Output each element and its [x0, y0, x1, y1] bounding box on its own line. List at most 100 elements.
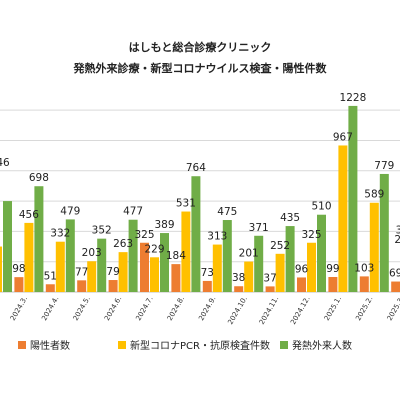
partial-label-last-yellow: 27 — [394, 234, 400, 246]
data-label-tests: 313 — [207, 231, 227, 243]
x-tick-label: 2025.1. — [323, 295, 343, 322]
data-label-tests: 229 — [144, 243, 164, 255]
data-label-tests: 201 — [239, 248, 259, 260]
data-label-tests: 352 — [396, 225, 400, 237]
bars — [0, 105, 400, 292]
data-label-fever: 510 — [311, 201, 331, 213]
bar-fever — [160, 233, 169, 292]
x-tick-label: 2024.12. — [289, 295, 312, 326]
bar-fever-partial — [3, 201, 12, 292]
bar-tests — [181, 211, 191, 292]
data-label-tests: 263 — [113, 238, 133, 250]
legend-swatch-tests — [118, 341, 126, 349]
bar-tests — [212, 244, 222, 292]
data-label-fever: 1228 — [340, 92, 367, 104]
data-label-fever: 479 — [60, 205, 80, 217]
bar-tests — [369, 202, 379, 292]
data-label-positive: 103 — [354, 262, 374, 274]
bar-fever — [191, 176, 201, 292]
chart-title: はしもと総合診療クリニック — [129, 40, 272, 54]
data-label-positive: 38 — [232, 272, 245, 284]
bar-positive — [171, 264, 181, 292]
data-label-fever: 389 — [154, 219, 174, 231]
data-label-fever: 371 — [249, 222, 269, 234]
x-tick-label: 2024.8. — [166, 295, 186, 322]
legend-label-positive: 陽性者数 — [30, 339, 70, 352]
legend-label-tests: 新型コロナPCR・抗原検査件数 — [130, 339, 270, 352]
partial-label-first-green: 46 — [0, 157, 10, 169]
data-label-fever: 475 — [217, 206, 237, 218]
data-label-positive: 51 — [44, 270, 57, 282]
data-label-tests: 589 — [364, 189, 384, 201]
data-label-fever: 779 — [374, 160, 394, 172]
bar-positive — [140, 242, 149, 292]
x-tick-label: 2024.6. — [103, 295, 123, 322]
data-label-tests: 332 — [50, 228, 70, 240]
data-label-fever: 435 — [280, 212, 300, 224]
bar-fever — [34, 186, 44, 292]
data-label-positive: 77 — [75, 266, 88, 278]
x-tick-label: 2024.11. — [258, 295, 281, 326]
bar-fever — [285, 226, 295, 292]
bar-positive — [297, 277, 306, 292]
bar-positive — [359, 276, 369, 292]
data-label-positive: 96 — [295, 263, 309, 275]
data-label-tests: 252 — [270, 240, 290, 252]
bar-tests — [244, 261, 254, 292]
bar-fever — [65, 219, 75, 292]
bar-tests-partial — [0, 246, 2, 292]
data-label-fever: 764 — [186, 162, 206, 174]
bar-tests — [275, 253, 285, 292]
x-tick-label: 2024.10. — [226, 295, 249, 326]
data-label-positive: 73 — [201, 267, 214, 279]
data-label-positive: 325 — [134, 229, 154, 241]
x-tick-label: 2025.2. — [354, 295, 374, 322]
bar-fever — [317, 214, 326, 292]
bar-positive — [265, 286, 275, 292]
x-tick-label: 2025.3. — [386, 295, 400, 322]
bar-fever — [222, 220, 232, 292]
bar-positive — [14, 277, 24, 292]
bar-tests — [338, 145, 348, 292]
data-label-positive: 98 — [12, 263, 25, 275]
legend-label-fever: 発熱外来人数 — [292, 339, 352, 352]
data-labels: 1389845669851332479772033527926347732522… — [12, 92, 400, 284]
data-label-fever: 352 — [92, 225, 112, 237]
data-label-positive: 37 — [263, 272, 276, 284]
bar-tests — [55, 241, 65, 292]
bar-fever — [348, 105, 358, 292]
bar-fever — [97, 238, 107, 292]
data-label-positive: 79 — [106, 266, 119, 278]
bar-positive — [234, 286, 244, 292]
x-tick-label: 2024.9. — [197, 295, 217, 322]
x-tick-label: 2024.5. — [72, 295, 92, 322]
legend-swatch-fever — [280, 341, 288, 349]
bar-positive — [108, 280, 118, 292]
x-tick-label: 2024.4. — [40, 295, 60, 322]
data-label-tests: 531 — [176, 198, 196, 210]
bar-positive — [45, 284, 55, 292]
data-label-fever: 698 — [29, 172, 49, 184]
data-label-tests: 456 — [19, 209, 39, 221]
x-tick-label: 2024.3. — [9, 295, 29, 322]
data-label-positive: 184 — [166, 250, 186, 262]
bar-fever — [128, 219, 138, 292]
data-label-tests: 967 — [333, 131, 353, 143]
data-label-tests: 203 — [82, 247, 102, 259]
bar-positive — [328, 276, 338, 292]
bar-fever — [379, 173, 389, 292]
data-label-fever: 477 — [123, 206, 143, 218]
bar-tests — [150, 257, 159, 292]
partial-labels: 46 27 — [0, 157, 400, 246]
bar-fever — [254, 235, 264, 292]
data-label-positive: 99 — [326, 263, 339, 275]
bar-tests — [118, 252, 128, 292]
x-tick-labels: 2024.2.2024.3.2024.4.2024.5.2024.6.2024.… — [9, 295, 400, 326]
data-label-positive: 69 — [389, 268, 400, 280]
chart-subtitle: 発熱外来診療・新型コロナウイルス検査・陽性件数 — [73, 61, 328, 75]
legend: 陽性者数 新型コロナPCR・抗原検査件数 発熱外来人数 — [18, 339, 352, 352]
bar-positive — [77, 280, 87, 292]
bar-tests — [87, 261, 97, 292]
legend-swatch-positive — [18, 341, 26, 349]
